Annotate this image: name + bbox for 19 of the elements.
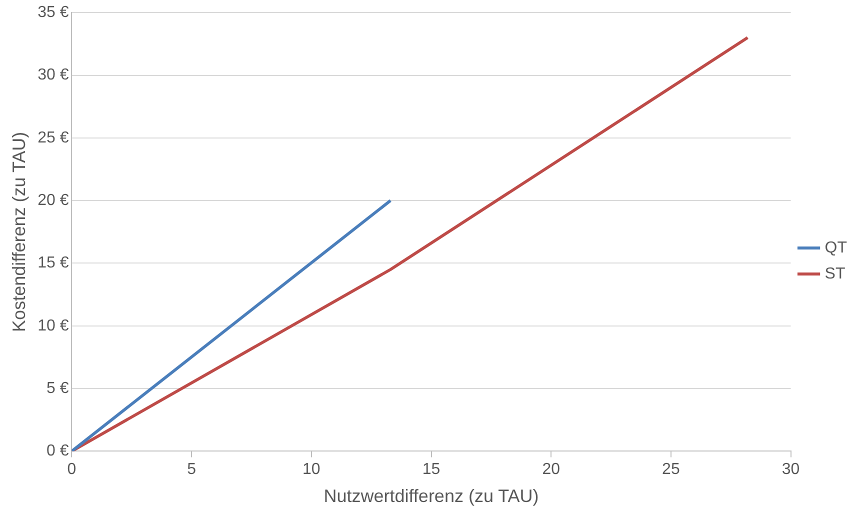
x-tick-label: 0 (67, 461, 76, 478)
x-tick-label: 5 (187, 461, 196, 478)
y-tick-label: 5 € (46, 380, 69, 397)
y-tick-label: 35 € (38, 4, 69, 22)
y-tick-label: 20 € (38, 192, 69, 209)
y-tick-label: 0 € (46, 442, 69, 460)
y-tick-label: 25 € (38, 129, 69, 146)
y-tick-label: 15 € (38, 254, 69, 272)
legend-label: ST (824, 265, 846, 282)
x-tick-label: 10 (302, 461, 320, 478)
y-axis-title: Kostendifferenz (zu TAU) (8, 132, 29, 332)
y-tick-label: 10 € (38, 317, 69, 334)
x-tick-label: 20 (542, 461, 560, 478)
x-axis-title: Nutzwertdifferenz (zu TAU) (324, 486, 539, 506)
x-tick-label: 25 (662, 461, 680, 478)
x-tick-label: 30 (782, 461, 800, 478)
legend-label: QT (824, 239, 848, 256)
x-tick-label: 15 (422, 461, 440, 478)
y-tick-label: 30 € (38, 66, 69, 84)
